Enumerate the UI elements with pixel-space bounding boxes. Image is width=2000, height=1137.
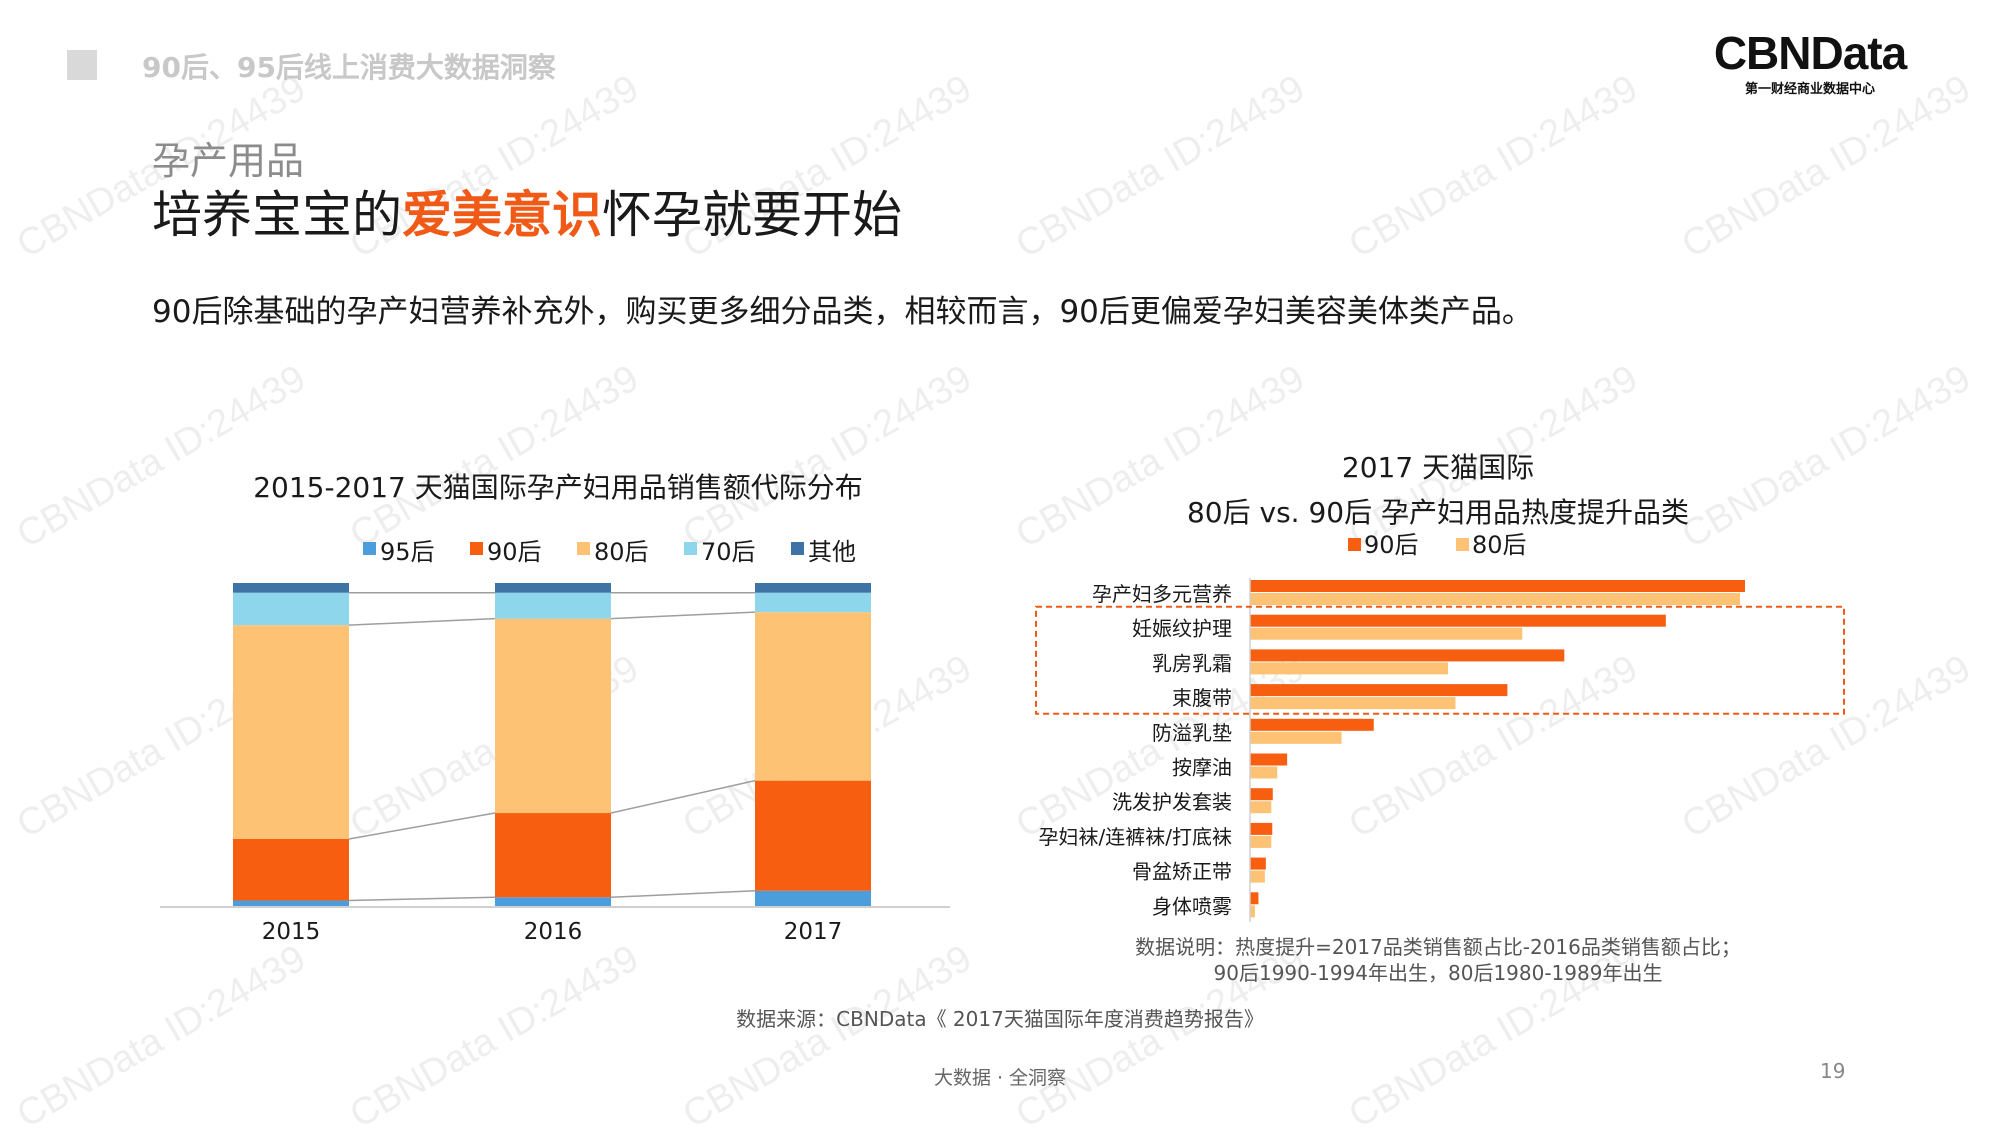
bar-2015-90后	[233, 838, 349, 901]
bar-90后-5	[1250, 753, 1288, 766]
bar-90后-0	[1250, 580, 1745, 592]
category-label: 乳房乳霜	[1152, 651, 1232, 675]
legend-swatch-4	[791, 542, 804, 555]
legend-label-4: 其他	[808, 538, 856, 566]
bar-2016-其他	[495, 583, 611, 593]
series-connector-line	[610, 779, 756, 814]
legend-label-0: 95后	[380, 538, 435, 566]
bar-80后-4	[1250, 731, 1342, 744]
logo-subtitle: 第一财经商业数据中心	[1744, 82, 1875, 97]
bar-2016-80后	[495, 618, 611, 814]
legend-swatch-0	[1348, 538, 1361, 551]
chart-title: 2017 天猫国际	[1342, 451, 1534, 484]
bar-80后-1	[1250, 627, 1523, 640]
bar-80后-5	[1250, 766, 1278, 779]
bar-80后-8	[1250, 870, 1265, 883]
legend-label-1: 90后	[487, 538, 542, 566]
bar-90后-1	[1250, 614, 1666, 627]
legend-label-1: 80后	[1472, 531, 1527, 559]
bar-2016-90后	[495, 813, 611, 898]
legend-swatch-1	[470, 542, 483, 555]
legend-label-3: 70后	[701, 538, 756, 566]
category-label: 防溢乳垫	[1152, 721, 1232, 745]
slide-subtitle: 孕产用品	[152, 139, 305, 183]
category-label: 骨盆矫正带	[1132, 860, 1232, 884]
bar-2015-95后	[233, 900, 349, 907]
slide-headline: 培养宝宝的爱美意识怀孕就要开始	[152, 175, 902, 247]
x-tick-label: 2015	[262, 919, 321, 945]
category-label: 洗发护发套装	[1112, 790, 1232, 814]
series-connector-line	[348, 896, 496, 902]
category-label: 身体喷雾	[1152, 894, 1232, 918]
cbndata-logo: CBNData 第一财经商业数据中心	[1700, 30, 1920, 97]
legend-swatch-2	[577, 542, 590, 555]
bar-80后-6	[1250, 801, 1272, 814]
bar-2017-90后	[755, 780, 871, 891]
headline-post: 怀孕就要开始	[602, 186, 902, 244]
bar-90后-7	[1250, 822, 1273, 835]
bar-90后-2	[1250, 649, 1565, 662]
data-note-line-2: 90后1990-1994年出生，80后1980-1989年出生	[1214, 961, 1663, 985]
bar-2017-80后	[755, 612, 871, 781]
x-tick-label: 2017	[784, 919, 843, 945]
bar-90后-8	[1250, 857, 1266, 870]
category-label: 按摩油	[1172, 756, 1232, 780]
bar-80后-7	[1250, 835, 1272, 848]
legend-label-0: 90后	[1364, 531, 1419, 559]
header-title: 90后、95后线上消费大数据洞察	[142, 51, 556, 84]
bar-2016-70后	[495, 592, 611, 619]
bar-80后-3	[1250, 697, 1456, 710]
data-source: 数据来源：CBNData《 2017天猫国际年度消费趋势报告》	[736, 1007, 1264, 1031]
bar-2015-70后	[233, 592, 349, 626]
highlight-box	[1035, 605, 1845, 715]
bar-80后-2	[1250, 662, 1448, 675]
legend-label-2: 80后	[594, 538, 649, 566]
footer-text: 大数据 · 全洞察	[933, 1067, 1067, 1089]
chart-subtitle: 80后 vs. 90后 孕产妇用品热度提升品类	[1187, 496, 1689, 529]
bar-2016-95后	[495, 897, 611, 907]
chart-title: 2015-2017 天猫国际孕产妇用品销售额代际分布	[253, 471, 863, 504]
x-tick-label: 2016	[524, 919, 583, 945]
logo-text: CBNData	[1713, 27, 1907, 79]
legend-swatch-0	[363, 542, 376, 555]
series-connector-line	[610, 890, 756, 899]
bar-2015-80后	[233, 625, 349, 839]
category-label: 孕产妇多元营养	[1092, 582, 1232, 606]
bar-90后-3	[1250, 684, 1508, 697]
bar-80后-0	[1250, 593, 1741, 605]
bar-90后-6	[1250, 788, 1273, 801]
headline-pre: 培养宝宝的	[152, 186, 402, 244]
bar-2017-其他	[755, 583, 871, 593]
series-connector-line	[348, 812, 496, 840]
category-label: 妊娠纹护理	[1132, 617, 1232, 641]
legend-swatch-1	[1456, 538, 1469, 551]
category-label: 束腹带	[1172, 686, 1232, 710]
bar-2017-70后	[755, 592, 871, 613]
bar-90后-9	[1250, 892, 1259, 905]
legend-swatch-3	[684, 542, 697, 555]
headline-highlight: 爱美意识	[402, 186, 602, 244]
page-number: 19	[1820, 1059, 1846, 1083]
series-connector-line	[348, 617, 496, 626]
bar-2015-其他	[233, 583, 349, 593]
slide-description: 90后除基础的孕产妇营养补充外，购买更多细分品类，相较而言，90后更偏爱孕妇美容…	[152, 294, 1533, 330]
bar-2017-95后	[755, 890, 871, 907]
data-note-line-1: 数据说明：热度提升=2017品类销售额占比-2016品类销售额占比；	[1135, 935, 1741, 959]
series-connector-line	[610, 611, 756, 620]
header-square-icon	[67, 50, 97, 80]
bar-80后-9	[1250, 905, 1255, 918]
category-label: 孕妇袜/连裤袜/打底袜	[1039, 825, 1232, 849]
bar-90后-4	[1250, 718, 1374, 731]
